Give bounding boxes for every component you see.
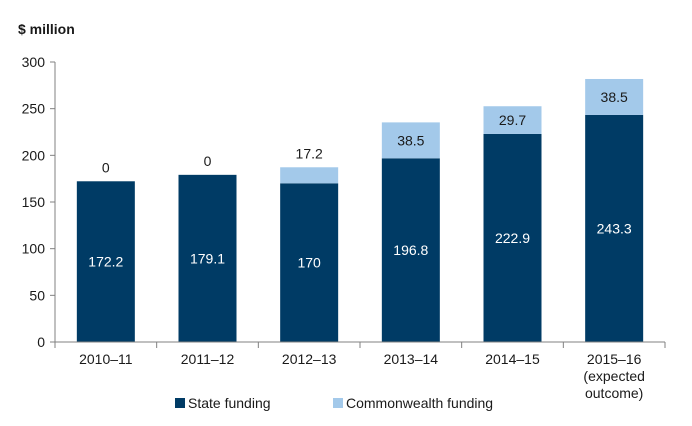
state-value-label: 170 [297,255,321,271]
bar-commonwealth-funding [280,167,339,184]
commonwealth-value-label: 29.7 [499,112,526,128]
bar-commonwealth-funding [483,106,542,134]
bar-state-funding [76,181,135,342]
legend-swatch [333,398,343,408]
bar-state-funding [381,158,440,342]
legend-swatch [175,398,185,408]
bar-commonwealth-funding [381,122,440,159]
commonwealth-value-label: 0 [102,159,110,175]
y-tick-label: 250 [22,101,46,117]
x-category-label: 2015–16 [587,351,642,367]
x-category-label: (expected [583,368,644,384]
state-value-label: 222.9 [495,230,530,246]
commonwealth-value-label: 0 [204,153,212,169]
x-category-label: 2010–11 [79,351,133,367]
y-axis-ticks: 0 50 100 150 200 250 300 [22,54,55,350]
x-category-label: 2013–14 [384,351,439,367]
state-value-label: 179.1 [190,250,225,266]
data-labels: 172.2 0 179.1 0 170 17.2 196.8 38.5 222.9 29.7 243… [88,89,632,271]
bar-state-funding [280,183,339,342]
y-tick-label: 150 [22,194,46,210]
x-category-label: outcome) [585,385,643,401]
legend: State funding Commonwealth funding [175,395,493,411]
commonwealth-value-label: 38.5 [601,89,628,105]
state-value-label: 196.8 [393,242,428,258]
bar-state-funding [585,114,644,342]
x-category-label: 2012–13 [282,351,337,367]
bar-state-funding [483,133,542,342]
y-axis-label: $ million [18,21,75,37]
y-tick-label: 300 [22,54,46,70]
y-tick-label: 100 [22,241,46,257]
x-axis-categories: 2010–11 2011–12 2012–13 2013–14 2014–15 2015–… [79,351,645,401]
y-tick-label: 50 [29,287,45,303]
x-category-label: 2011–12 [181,351,235,367]
state-value-label: 172.2 [88,254,123,270]
bar-commonwealth-funding [585,78,644,115]
bars [76,78,644,342]
y-tick-label: 0 [37,334,45,350]
x-category-label: 2014–15 [485,351,540,367]
legend-label: State funding [188,395,271,411]
axes [54,62,666,348]
legend-label: Commonwealth funding [346,395,493,411]
y-tick-label: 200 [22,147,46,163]
commonwealth-value-label: 17.2 [296,145,323,161]
state-value-label: 243.3 [597,220,632,236]
commonwealth-value-label: 38.5 [397,132,424,148]
bar-state-funding [178,174,237,342]
